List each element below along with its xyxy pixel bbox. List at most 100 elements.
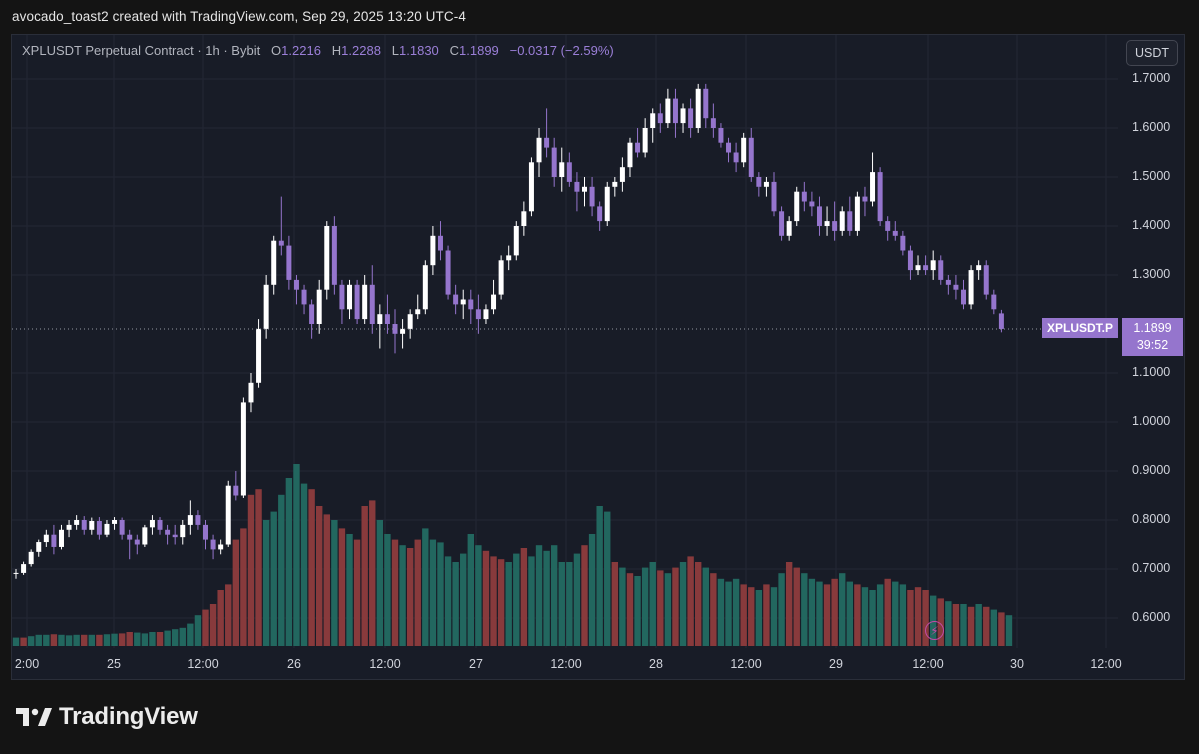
volume-bar: [111, 633, 118, 646]
candle-body: [506, 255, 512, 261]
candle-body: [582, 186, 587, 192]
candle-body: [589, 186, 595, 207]
volume-bar: [679, 562, 687, 646]
candle-body: [339, 284, 345, 310]
x-tick-label: 12:00: [550, 657, 582, 671]
candle-body: [468, 299, 474, 310]
candle-body: [445, 250, 451, 295]
x-tick-label: 30: [1010, 657, 1024, 671]
volume-bar: [626, 573, 634, 646]
candle-body: [930, 260, 936, 271]
candle-body: [604, 186, 610, 222]
candle-body: [96, 520, 102, 535]
volume-bar: [588, 534, 596, 646]
flash-icon[interactable]: ⚡︎: [925, 621, 944, 640]
candle-body: [756, 177, 762, 187]
volume-bar: [672, 567, 679, 646]
x-tick-label: 12:00: [369, 657, 401, 671]
candle-body: [415, 309, 421, 315]
volume-bar: [134, 632, 141, 646]
candle-body: [862, 196, 868, 202]
legend-low-label: L: [391, 43, 400, 58]
candle-body: [544, 137, 550, 148]
y-tick-label: 1.0000: [1132, 414, 1171, 428]
volume-bar: [732, 578, 740, 646]
volume-bar: [960, 604, 967, 646]
last-price-value: 1.1899: [1133, 321, 1172, 335]
candle-body: [968, 270, 974, 305]
y-tick-label: 1.1000: [1132, 365, 1171, 379]
candle-body: [58, 529, 64, 547]
candle-body: [187, 515, 193, 525]
candle-body: [180, 524, 186, 538]
candle-body: [81, 520, 87, 530]
candle-body: [491, 294, 497, 310]
volume-bar: [156, 632, 164, 646]
candle-body: [597, 206, 603, 222]
candle-body: [710, 118, 716, 128]
price-candles: [13, 83, 1004, 579]
legend-high-label: H: [331, 43, 342, 58]
volume-bar: [695, 562, 702, 646]
candle-body: [536, 137, 542, 163]
candle-body: [142, 527, 148, 545]
candle-body: [726, 142, 732, 153]
volume-bar: [558, 562, 565, 646]
volume-bar: [513, 553, 520, 646]
volume-bar: [649, 562, 656, 646]
volume-bar: [429, 539, 437, 646]
volume-bar: [748, 587, 755, 646]
volume-bar: [770, 587, 778, 646]
volume-bar: [316, 506, 323, 646]
candle-body: [528, 162, 534, 212]
volume-bar: [657, 570, 664, 646]
candle-body: [301, 289, 307, 305]
candle-body: [74, 520, 80, 525]
candle-body: [225, 485, 231, 545]
currency-unit-button[interactable]: USDT: [1126, 40, 1178, 66]
volume-bar: [914, 587, 922, 646]
volume-bar: [861, 587, 869, 646]
volume-bar: [58, 634, 65, 646]
candle-body: [521, 211, 527, 226]
tradingview-brand[interactable]: TradingView: [15, 703, 198, 731]
volume-bar: [543, 550, 550, 646]
volume-bar: [96, 634, 103, 646]
volume-bar: [278, 494, 285, 646]
volume-bar: [717, 578, 725, 646]
volume-bar: [664, 573, 672, 646]
candle-body: [422, 265, 428, 310]
volume-bar: [414, 539, 421, 646]
x-tick-label: 28: [649, 657, 663, 671]
volume-bar: [369, 500, 376, 646]
candle-body: [112, 520, 118, 524]
volume-bar: [437, 542, 444, 646]
volume-bar: [581, 545, 588, 646]
candle-body: [233, 485, 239, 496]
y-tick-label: 1.4000: [1132, 218, 1171, 232]
candle-body: [354, 284, 360, 320]
symbol-legend[interactable]: XPLUSDT Perpetual Contract · 1h · Bybit …: [22, 43, 614, 58]
x-tick-label: 12:00: [1090, 657, 1122, 671]
candle-body: [309, 304, 315, 324]
legend-close-value: 1.1899: [459, 43, 499, 58]
candle-body: [453, 294, 459, 305]
volume-bar: [967, 606, 975, 646]
volume-bar: [467, 534, 474, 646]
volume-bar: [391, 539, 399, 646]
legend-open-label: O: [271, 43, 282, 58]
volume-bar: [43, 634, 50, 646]
chart-caption: avocado_toast2 created with TradingView.…: [12, 9, 466, 24]
candle-body: [210, 539, 216, 550]
candle-body: [13, 572, 19, 574]
candle-body: [377, 314, 383, 324]
y-tick-label: 0.6000: [1132, 610, 1171, 624]
volume-bar: [308, 489, 315, 646]
volume-bar: [232, 539, 240, 646]
candle-body: [149, 520, 155, 528]
y-tick-label: 1.3000: [1132, 267, 1171, 281]
candle-body: [483, 309, 489, 320]
volume-bar: [399, 545, 406, 646]
candle-body: [331, 226, 337, 285]
